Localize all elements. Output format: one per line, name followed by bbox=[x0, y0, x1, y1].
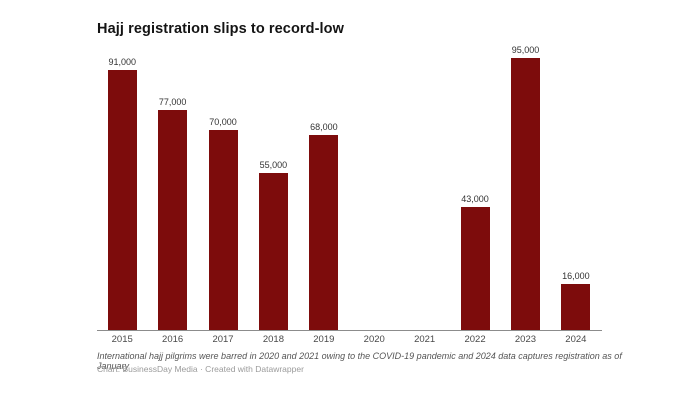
bar-2015: 91,000 bbox=[107, 57, 137, 330]
bar-slot-2015: 91,000 bbox=[97, 57, 147, 330]
value-label-2018: 55,000 bbox=[259, 159, 288, 170]
x-tick-label-2016: 2016 bbox=[162, 334, 184, 345]
value-label-2024: 16,000 bbox=[562, 271, 590, 282]
x-tick-label-2021: 2021 bbox=[414, 334, 436, 345]
chart-footnote: International hajj pilgrims were barred … bbox=[97, 351, 622, 371]
x-tick-label-2020: 2020 bbox=[363, 334, 385, 345]
value-label-2022: 43,000 bbox=[461, 193, 489, 204]
bar-slot-2020 bbox=[349, 58, 399, 330]
chart-title: Hajj registration slips to record-low bbox=[97, 21, 345, 37]
x-tick-label-2019: 2019 bbox=[313, 334, 335, 345]
x-tick-label-2024: 2024 bbox=[565, 334, 587, 345]
bar-slot-2019: 68,000 bbox=[299, 58, 349, 330]
plot-area: 91,000 77,000 70,000 55,000 68,000 43,000 95,0… bbox=[97, 45, 601, 330]
value-label-2017: 70,000 bbox=[209, 116, 237, 127]
x-tick-label-2018: 2018 bbox=[262, 334, 284, 345]
value-label-2016: 77,000 bbox=[158, 96, 187, 107]
x-axis-line bbox=[97, 330, 602, 331]
bar-slot-2017: 70,000 bbox=[198, 58, 248, 330]
value-label-2015: 91,000 bbox=[108, 56, 136, 67]
x-tick-label-2023: 2023 bbox=[514, 334, 537, 345]
x-axis-ticks: 2015 2016 2017 2018 2019 2020 2021 2022 2023 2024 bbox=[97, 334, 601, 345]
bar-2023: 95,000 bbox=[510, 45, 540, 330]
bar-slot-2022: 43,000 bbox=[450, 58, 500, 330]
x-tick-label-2022: 2022 bbox=[464, 334, 486, 345]
bar-2019: 68,000 bbox=[309, 122, 339, 330]
bar-2024: 16,000 bbox=[561, 271, 591, 330]
value-label-2019: 68,000 bbox=[310, 122, 338, 133]
value-label-2023: 95,000 bbox=[511, 45, 540, 55]
bar-slot-2016: 77,000 bbox=[147, 58, 197, 330]
x-tick-label-2015: 2015 bbox=[111, 334, 133, 345]
bar-slot-2024: 16,000 bbox=[551, 58, 601, 330]
bar-slot-2021 bbox=[399, 58, 449, 330]
bar-slot-2023: 95,000 bbox=[500, 45, 550, 330]
chart-credit: Chart: BusinessDay Media · Created with … bbox=[97, 364, 304, 374]
x-tick-label-2017: 2017 bbox=[212, 334, 234, 345]
bar-2016: 77,000 bbox=[158, 97, 188, 330]
bar-2022: 43,000 bbox=[460, 194, 490, 330]
bar-slot-2018: 55,000 bbox=[248, 58, 298, 330]
bar-2018: 55,000 bbox=[258, 160, 288, 330]
bar-2017: 70,000 bbox=[208, 117, 238, 330]
